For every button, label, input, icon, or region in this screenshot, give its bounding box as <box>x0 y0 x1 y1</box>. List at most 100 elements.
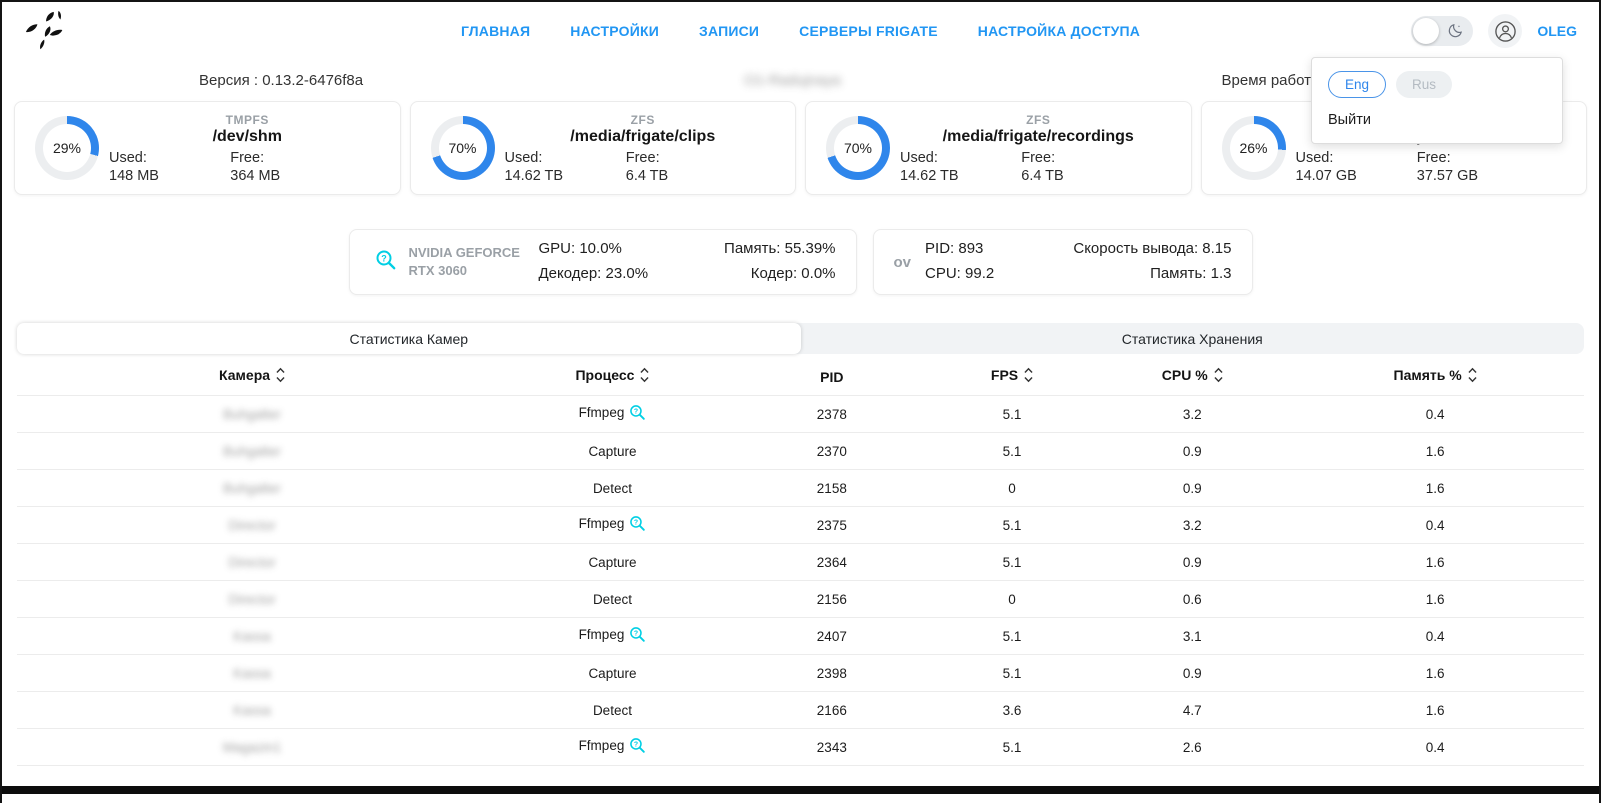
col-memory[interactable]: Память % <box>1286 367 1584 386</box>
col-pid: PID <box>820 368 844 385</box>
svg-text:?: ? <box>634 742 638 749</box>
ffmpeg-info-icon[interactable]: ? <box>629 404 646 424</box>
memory-value: 1.6 <box>1425 665 1445 681</box>
used-value: 14.07 GB <box>1295 167 1357 184</box>
process-cards-row: ? NVIDIA GEFORCE RTX 3060 GPU: 10.0% Дек… <box>2 229 1599 295</box>
gpu-info-icon[interactable]: ? <box>375 249 397 276</box>
table-body: Buhgalter Ffmpeg? 2378 5.1 3.2 0.4 Buhga… <box>17 396 1584 766</box>
col-camera[interactable]: Камера <box>17 367 487 386</box>
table-header: Камера Процесс PID FPS CPU % Память % <box>17 358 1584 396</box>
fps-value: 5.1 <box>1002 443 1022 459</box>
used-label: Used: <box>504 149 543 166</box>
free-label: Free: <box>625 149 660 166</box>
pid-value: 2166 <box>816 702 847 718</box>
sort-icon[interactable] <box>640 367 649 386</box>
sort-icon[interactable] <box>276 367 285 386</box>
free-value: 6.4 TB <box>625 167 669 184</box>
camera-name: Magazin1 <box>222 739 282 755</box>
usage-percent: 26% <box>1229 124 1278 172</box>
fs-type: ZFS <box>1026 112 1051 127</box>
nav-home[interactable]: ГЛАВНАЯ <box>460 23 531 39</box>
camera-name: Buhgalter <box>223 406 281 422</box>
fps-value: 5.1 <box>1002 628 1022 644</box>
cpu-value: 0.9 <box>1182 554 1202 570</box>
cpu-value: 3.2 <box>1182 517 1202 533</box>
moon-icon <box>1449 23 1463 38</box>
fs-type: ZFS <box>630 112 655 127</box>
pid-value: 2398 <box>816 665 847 681</box>
nav-access-settings[interactable]: НАСТРОЙКА ДОСТУПА <box>977 23 1141 39</box>
user-avatar[interactable] <box>1488 14 1523 48</box>
lang-eng-button[interactable]: Eng <box>1328 71 1387 98</box>
used-value: 14.62 TB <box>900 167 959 184</box>
storage-card-clips: 70% ZFS /media/frigate/clips Used: Free:… <box>409 101 796 195</box>
table-row: Buhgalter Capture? 2370 5.1 0.9 1.6 <box>17 433 1584 470</box>
gpu-name: NVIDIA GEFORCE RTX 3060 <box>408 245 520 278</box>
memory-value: 1.6 <box>1425 480 1445 496</box>
table-row: Director Ffmpeg? 2375 5.1 3.2 0.4 <box>17 507 1584 544</box>
ffmpeg-info-icon[interactable]: ? <box>629 515 646 535</box>
used-value: 14.62 TB <box>504 167 564 184</box>
used-label: Used: <box>900 149 938 166</box>
memory-value: 1.6 <box>1425 554 1445 570</box>
ffmpeg-info-icon[interactable]: ? <box>629 626 646 646</box>
cpu-value: 3.1 <box>1182 628 1202 644</box>
sort-icon[interactable] <box>1468 367 1477 386</box>
main-nav: ГЛАВНАЯ НАСТРОЙКИ ЗАПИСИ СЕРВЕРЫ FRIGATE… <box>461 23 1140 39</box>
pid-value: 2343 <box>816 739 847 755</box>
usage-donut-chart: 26% <box>1221 116 1286 180</box>
fs-type: TMPFS <box>225 112 269 127</box>
cpu-value: 4.7 <box>1182 702 1202 718</box>
ov-label: ov <box>893 253 912 271</box>
fps-value: 5.1 <box>1002 665 1022 681</box>
gpu-memory: Память: 55.39% <box>724 240 836 258</box>
table-row: Kassa Ffmpeg? 2407 5.1 3.1 0.4 <box>17 618 1584 655</box>
username-button[interactable]: OLEG <box>1537 23 1577 39</box>
memory-value: 0.4 <box>1425 406 1445 422</box>
pid-value: 2364 <box>816 554 847 570</box>
frigate-logo-icon <box>25 10 63 50</box>
pid-value: 2158 <box>816 480 847 496</box>
free-value: 37.57 GB <box>1416 167 1479 184</box>
storage-card-recordings: 70% ZFS /media/frigate/recordings Used: … <box>805 101 1192 195</box>
tab-camera-stats[interactable]: Статистика Камер <box>17 323 801 354</box>
tab-storage-stats[interactable]: Статистика Хранения <box>1121 330 1263 347</box>
lang-rus-button[interactable]: Rus <box>1396 71 1453 98</box>
dark-mode-toggle[interactable] <box>1411 16 1474 46</box>
window-bottom-edge <box>2 786 1599 794</box>
used-label: Used: <box>1295 149 1334 166</box>
free-value: 6.4 TB <box>1021 167 1064 184</box>
fps-value: 0 <box>1008 480 1016 496</box>
nav-settings[interactable]: НАСТРОЙКИ <box>570 23 659 39</box>
nav-frigate-servers[interactable]: СЕРВЕРЫ FRIGATE <box>799 23 938 39</box>
sort-icon[interactable] <box>1214 367 1223 386</box>
gpu-card: ? NVIDIA GEFORCE RTX 3060 GPU: 10.0% Дек… <box>348 229 857 295</box>
table-row: Director Detect? 2156 0 0.6 1.6 <box>17 581 1584 618</box>
table-row: Buhgalter Detect? 2158 0 0.9 1.6 <box>17 470 1584 507</box>
col-fps[interactable]: FPS <box>926 367 1098 386</box>
free-label: Free: <box>230 149 265 166</box>
server-name: O1-Radujnaya <box>743 72 841 89</box>
fps-value: 3.6 <box>1002 702 1022 718</box>
gpu-usage: GPU: 10.0% <box>538 240 622 258</box>
nav-recordings[interactable]: ЗАПИСИ <box>698 23 760 39</box>
memory-value: 1.6 <box>1425 443 1445 459</box>
col-cpu[interactable]: CPU % <box>1098 367 1286 386</box>
camera-name: Kassa <box>233 665 271 681</box>
free-label: Free: <box>1416 149 1451 166</box>
cpu-value: 2.6 <box>1182 739 1202 755</box>
gpu-encoder: Кодер: 0.0% <box>750 265 836 282</box>
pid-value: 2156 <box>816 591 847 607</box>
used-value: 148 MB <box>109 167 159 184</box>
ffmpeg-info-icon[interactable]: ? <box>629 737 646 757</box>
table-row: Kassa Capture? 2398 5.1 0.9 1.6 <box>17 655 1584 692</box>
col-process[interactable]: Процесс <box>487 367 738 386</box>
sort-icon[interactable] <box>1024 367 1033 386</box>
ov-card: ov PID: 893 CPU: 99.2 Скорость вывода: 8… <box>872 229 1253 295</box>
process-cell: Detect? <box>592 702 632 718</box>
free-value: 364 MB <box>230 167 281 184</box>
gpu-decoder: Декодер: 23.0% <box>538 265 649 282</box>
logout-menu-item[interactable]: Выйти <box>1328 112 1371 128</box>
info-bar: Версия : 0.13.2-6476f8a O1-Radujnaya Вре… <box>2 60 1599 99</box>
svg-text:?: ? <box>381 253 387 263</box>
